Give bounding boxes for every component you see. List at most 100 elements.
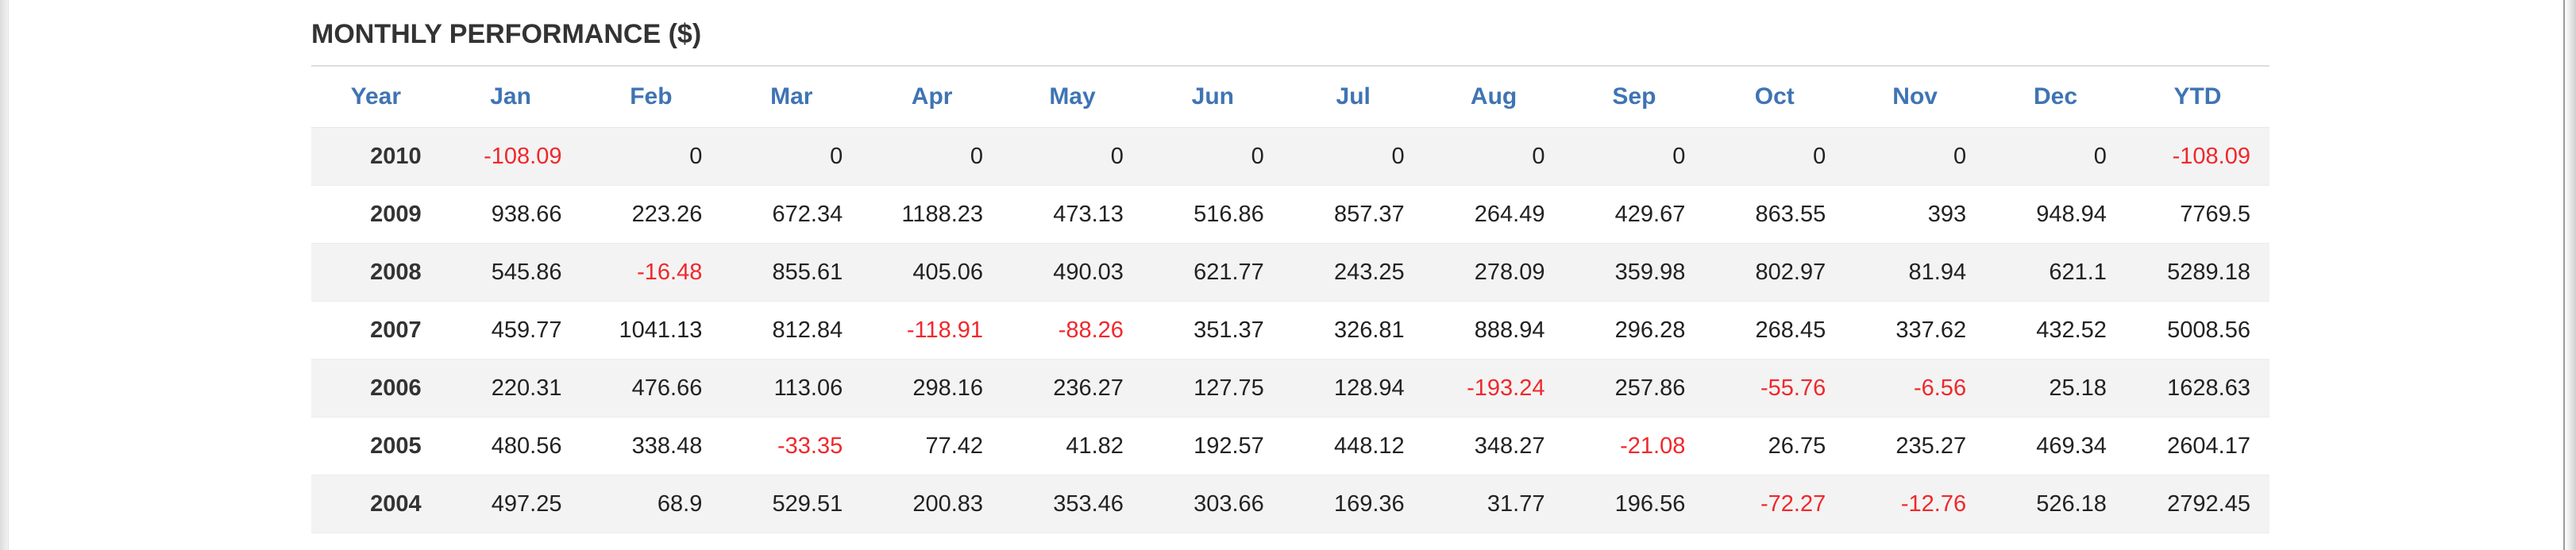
- value-cell-aug: 31.77: [1423, 475, 1564, 533]
- table-row: 2005 480.56 338.48 -33.35 77.42 41.82 192.57 44…: [311, 417, 2269, 475]
- column-header-aug: Aug: [1423, 67, 1564, 128]
- value-cell-jul: 857.37: [1282, 185, 1424, 244]
- value-cell-oct: -72.27: [1704, 475, 1845, 533]
- value-cell-oct: 863.55: [1704, 185, 1845, 244]
- section-title: MONTHLY PERFORMANCE ($): [311, 14, 2269, 67]
- value-cell-sep: 0: [1564, 127, 1705, 186]
- value-cell-feb: 223.26: [580, 185, 722, 244]
- value-cell-mar: 529.51: [721, 475, 862, 533]
- value-cell-sep: 359.98: [1564, 243, 1705, 302]
- column-header-nov: Nov: [1845, 67, 1986, 128]
- value-cell-jul: 128.94: [1282, 359, 1424, 417]
- value-cell-aug: 264.49: [1423, 185, 1564, 244]
- value-cell-nov: 337.62: [1845, 301, 1986, 360]
- column-header-ytd: YTD: [2125, 67, 2269, 128]
- value-cell-oct: 26.75: [1704, 417, 1845, 475]
- value-cell-sep: -21.08: [1564, 417, 1705, 475]
- value-cell-ytd: 2604.17: [2125, 417, 2269, 475]
- value-cell-apr: 77.42: [862, 417, 1003, 475]
- value-cell-feb: -16.48: [580, 243, 722, 302]
- value-cell-jun: 303.66: [1142, 475, 1283, 533]
- value-cell-apr: -118.91: [862, 301, 1003, 360]
- value-cell-apr: 405.06: [862, 243, 1003, 302]
- table-header-row: Year Jan Feb Mar Apr May Jun Jul Aug Sep Oct Nov Dec…: [311, 67, 2269, 128]
- value-cell-jan: 497.25: [440, 475, 581, 533]
- value-cell-jul: 0: [1282, 127, 1424, 186]
- column-header-mar: Mar: [721, 67, 862, 128]
- value-cell-mar: 113.06: [721, 359, 862, 417]
- value-cell-jan: -108.09: [440, 127, 581, 186]
- column-header-may: May: [1002, 67, 1143, 128]
- value-cell-apr: 298.16: [862, 359, 1003, 417]
- value-cell-ytd: -108.09: [2125, 127, 2269, 186]
- year-cell: 2008: [311, 243, 441, 302]
- value-cell-may: 490.03: [1002, 243, 1143, 302]
- value-cell-dec: 469.34: [1985, 417, 2126, 475]
- value-cell-oct: 268.45: [1704, 301, 1845, 360]
- value-cell-may: -88.26: [1002, 301, 1143, 360]
- value-cell-mar: 812.84: [721, 301, 862, 360]
- value-cell-jan: 220.31: [440, 359, 581, 417]
- value-cell-apr: 0: [862, 127, 1003, 186]
- window-scrollbar[interactable]: [2563, 0, 2576, 550]
- value-cell-nov: 393: [1845, 185, 1986, 244]
- year-cell: 2004: [311, 475, 441, 533]
- value-cell-jun: 192.57: [1142, 417, 1283, 475]
- column-header-oct: Oct: [1704, 67, 1845, 128]
- value-cell-jun: 621.77: [1142, 243, 1283, 302]
- value-cell-ytd: 5289.18: [2125, 243, 2269, 302]
- value-cell-jun: 0: [1142, 127, 1283, 186]
- value-cell-sep: 296.28: [1564, 301, 1705, 360]
- table-row: 2007 459.77 1041.13 812.84 -118.91 -88.26 351.…: [311, 301, 2269, 360]
- value-cell-sep: 196.56: [1564, 475, 1705, 533]
- value-cell-jan: 459.77: [440, 301, 581, 360]
- column-header-year: Year: [311, 67, 441, 128]
- value-cell-feb: 338.48: [580, 417, 722, 475]
- year-cell: 2005: [311, 417, 441, 475]
- column-header-apr: Apr: [862, 67, 1003, 128]
- value-cell-feb: 1041.13: [580, 301, 722, 360]
- year-cell: 2007: [311, 301, 441, 360]
- value-cell-aug: 278.09: [1423, 243, 1564, 302]
- window-left-edge: [0, 0, 9, 550]
- value-cell-apr: 200.83: [862, 475, 1003, 533]
- value-cell-nov: 81.94: [1845, 243, 1986, 302]
- year-cell: 2006: [311, 359, 441, 417]
- value-cell-dec: 526.18: [1985, 475, 2126, 533]
- value-cell-jun: 351.37: [1142, 301, 1283, 360]
- value-cell-jun: 516.86: [1142, 185, 1283, 244]
- value-cell-aug: 888.94: [1423, 301, 1564, 360]
- value-cell-feb: 476.66: [580, 359, 722, 417]
- value-cell-mar: 0: [721, 127, 862, 186]
- column-header-sep: Sep: [1564, 67, 1705, 128]
- value-cell-jan: 545.86: [440, 243, 581, 302]
- year-cell: 2010: [311, 127, 441, 186]
- value-cell-nov: -12.76: [1845, 475, 1986, 533]
- value-cell-oct: 802.97: [1704, 243, 1845, 302]
- value-cell-ytd: 1628.63: [2125, 359, 2269, 417]
- table-row: 2010 -108.09 0 0 0 0 0 0 0 0 0 0 0 -108.09: [311, 127, 2269, 186]
- value-cell-ytd: 2792.45: [2125, 475, 2269, 533]
- value-cell-apr: 1188.23: [862, 185, 1003, 244]
- table-row: 2008 545.86 -16.48 855.61 405.06 490.03 621.77…: [311, 243, 2269, 302]
- value-cell-dec: 25.18: [1985, 359, 2126, 417]
- value-cell-feb: 0: [580, 127, 722, 186]
- value-cell-sep: 257.86: [1564, 359, 1705, 417]
- value-cell-ytd: 7769.5: [2125, 185, 2269, 244]
- column-header-jan: Jan: [440, 67, 581, 128]
- value-cell-jul: 243.25: [1282, 243, 1424, 302]
- value-cell-mar: 672.34: [721, 185, 862, 244]
- value-cell-dec: 0: [1985, 127, 2126, 186]
- table-body: 2010 -108.09 0 0 0 0 0 0 0 0 0 0 0 -108.09 2009 938.66 2…: [311, 127, 2269, 533]
- value-cell-jul: 326.81: [1282, 301, 1424, 360]
- value-cell-feb: 68.9: [580, 475, 722, 533]
- value-cell-oct: 0: [1704, 127, 1845, 186]
- year-cell: 2009: [311, 185, 441, 244]
- value-cell-may: 236.27: [1002, 359, 1143, 417]
- value-cell-jun: 127.75: [1142, 359, 1283, 417]
- value-cell-ytd: 5008.56: [2125, 301, 2269, 360]
- value-cell-mar: 855.61: [721, 243, 862, 302]
- value-cell-aug: 348.27: [1423, 417, 1564, 475]
- value-cell-aug: -193.24: [1423, 359, 1564, 417]
- value-cell-sep: 429.67: [1564, 185, 1705, 244]
